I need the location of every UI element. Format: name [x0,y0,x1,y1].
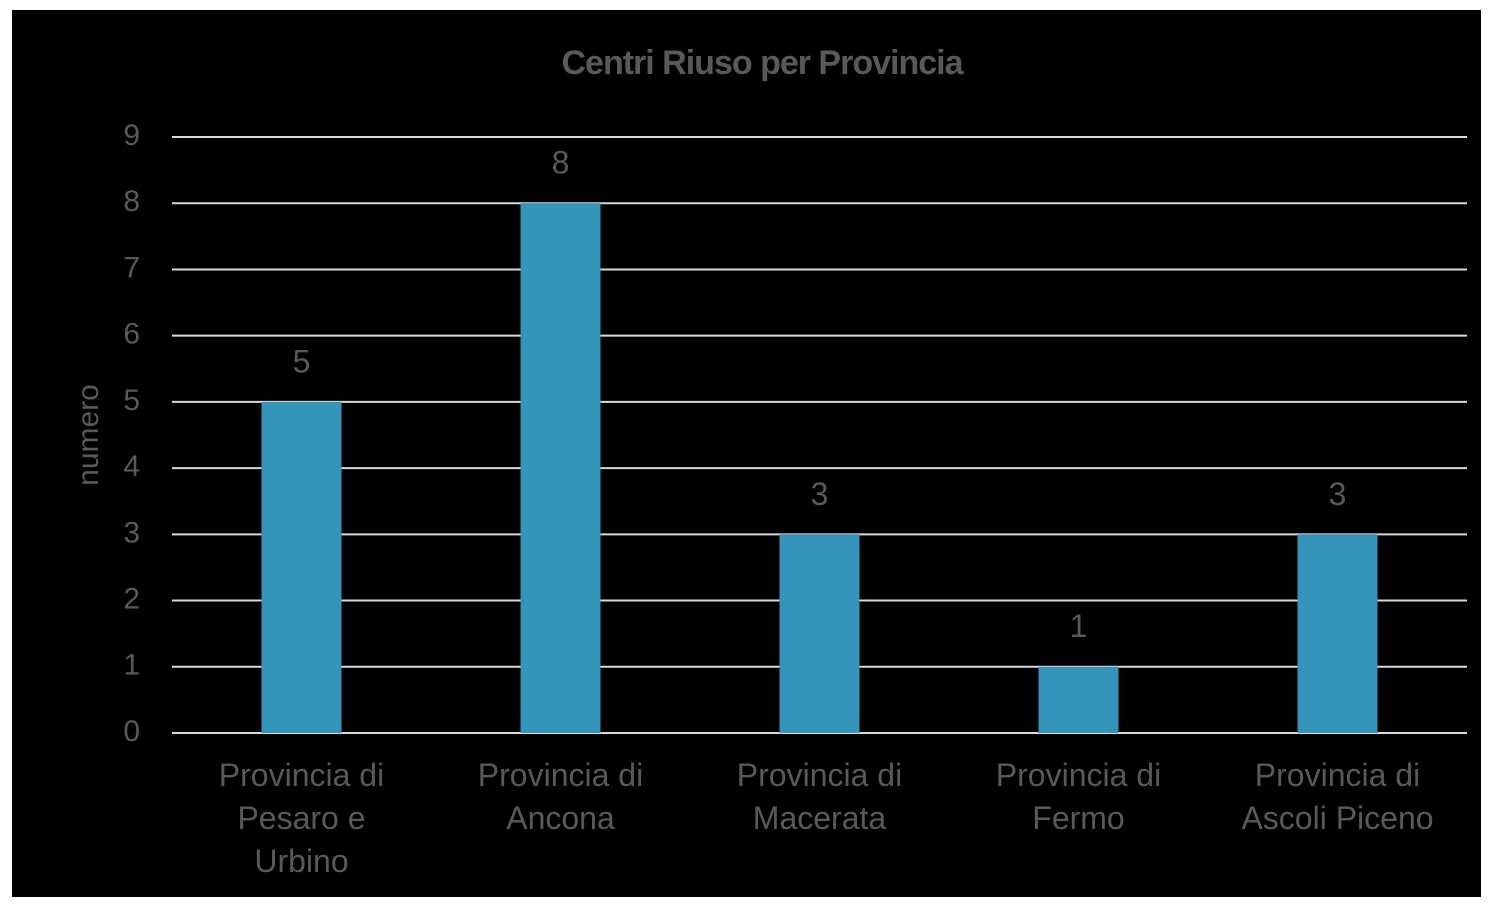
y-tick-label: 7 [123,251,140,284]
data-label: 5 [293,343,311,379]
x-tick-label: Provincia di Ancona [478,757,643,836]
y-tick-label: 1 [123,649,140,682]
y-tick-label: 8 [123,185,140,218]
y-tick-label: 5 [123,384,140,417]
y-tick-label: 6 [123,318,140,351]
bar [1297,534,1378,733]
y-tick-label: 9 [123,119,140,152]
y-tick-label: 3 [123,516,140,549]
x-tick-label: Provincia di Ascoli Piceno [1241,757,1433,836]
bar [779,534,860,733]
x-tick-label: Provincia di Macerata [737,757,902,836]
y-tick-label: 0 [123,715,140,748]
chart-title: Centri Riuso per Provincia [562,44,965,82]
bar [261,401,342,733]
y-axis-label: numero [72,384,105,486]
data-label: 3 [811,476,829,512]
y-tick-label: 4 [123,450,140,483]
y-tick-label: 2 [123,582,140,615]
chart-background [12,10,1481,897]
x-tick-label: Provincia di Fermo [996,757,1161,836]
data-label: 3 [1329,476,1347,512]
data-label: 8 [552,145,570,181]
bar [1038,666,1119,733]
x-tick-label: Provincia di Pesaro e Urbino [219,757,384,879]
data-label: 1 [1070,608,1088,644]
bar [520,203,601,733]
